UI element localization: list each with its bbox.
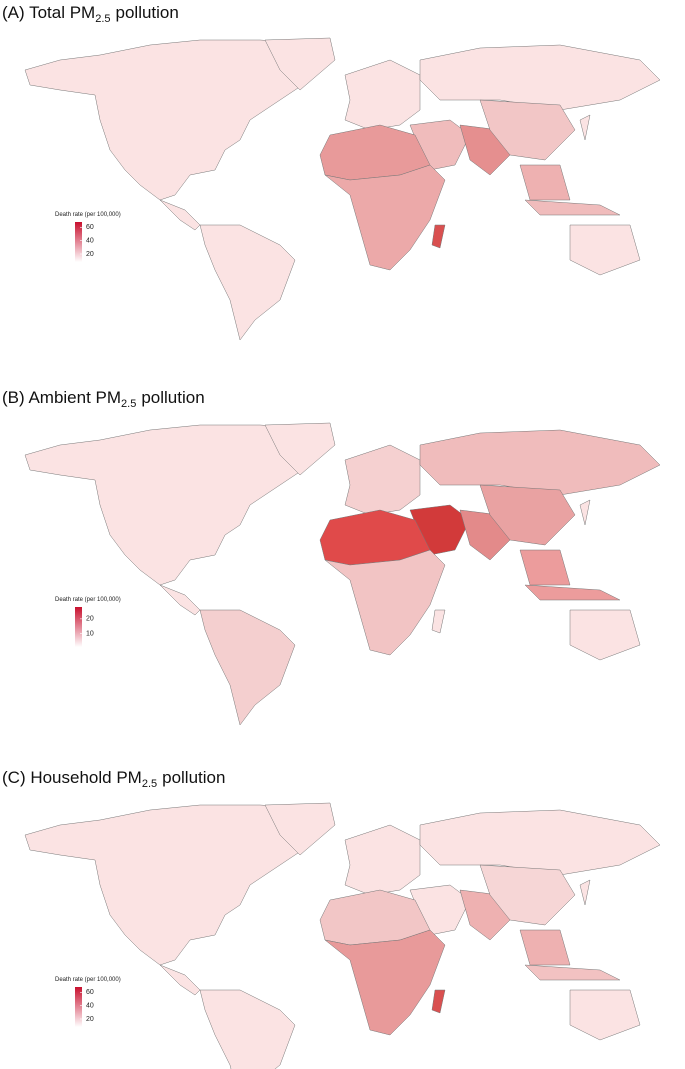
country-region xyxy=(159,584,201,616)
map-panel: (C) Household PM2.5 pollution Death rate (… xyxy=(2,768,661,1069)
title-prefix: (A) Total PM xyxy=(2,3,95,22)
legend-tick-label: 20 xyxy=(86,1016,94,1023)
title-suffix: pollution xyxy=(162,768,225,787)
legend-colorbar xyxy=(75,607,82,647)
country-region xyxy=(24,804,331,966)
legend-title: Death rate (per 100,000) xyxy=(55,597,121,603)
country-region xyxy=(324,164,446,271)
country-region xyxy=(519,929,571,966)
panel-title: (C) Household PM2.5 pollution xyxy=(2,768,225,790)
country-region xyxy=(579,499,591,526)
legend-colorbar xyxy=(75,987,82,1027)
panel-title: (B) Ambient PM2.5 pollution xyxy=(2,388,205,410)
legend-tick-label: 10 xyxy=(86,631,94,638)
legend-tick-label: 20 xyxy=(86,616,94,623)
country-region xyxy=(419,44,661,111)
title-prefix: (C) Household PM xyxy=(2,768,142,787)
country-region xyxy=(479,864,576,926)
legend-title: Death rate (per 100,000) xyxy=(55,977,121,983)
country-region xyxy=(264,422,336,476)
country-region xyxy=(264,802,336,856)
country-region xyxy=(324,929,446,1036)
country-region xyxy=(431,989,446,1014)
country-region xyxy=(569,609,641,661)
country-region xyxy=(199,224,296,341)
panel-title: (A) Total PM2.5 pollution xyxy=(2,3,179,25)
title-suffix: pollution xyxy=(141,388,204,407)
country-region xyxy=(324,549,446,656)
country-region xyxy=(431,224,446,249)
country-region xyxy=(199,609,296,726)
country-region xyxy=(419,429,661,496)
map-panel: (A) Total PM2.5 pollution Death rate (per … xyxy=(2,3,661,341)
country-region xyxy=(264,37,336,91)
title-subscript: 2.5 xyxy=(142,778,157,790)
title-suffix: pollution xyxy=(116,3,179,22)
country-region xyxy=(199,989,296,1069)
legend-title: Death rate (per 100,000) xyxy=(55,212,121,218)
country-region xyxy=(159,199,201,231)
title-subscript: 2.5 xyxy=(121,398,136,410)
legend-tick-label: 20 xyxy=(86,251,94,258)
country-region xyxy=(24,39,331,201)
legend-tick-label: 60 xyxy=(86,989,94,996)
country-region xyxy=(431,609,446,634)
country-region xyxy=(524,964,621,981)
legend-tick-label: 60 xyxy=(86,224,94,231)
country-region xyxy=(344,824,421,896)
world-map xyxy=(24,37,661,341)
country-region xyxy=(519,164,571,201)
country-region xyxy=(579,114,591,141)
legend-colorbar xyxy=(75,222,82,262)
country-region xyxy=(344,444,421,516)
country-region xyxy=(524,584,621,601)
country-region xyxy=(519,549,571,586)
country-region xyxy=(24,424,331,586)
country-region xyxy=(344,59,421,131)
legend-tick-label: 40 xyxy=(86,238,94,245)
title-prefix: (B) Ambient PM xyxy=(2,388,121,407)
world-map xyxy=(24,422,661,726)
country-region xyxy=(569,989,641,1041)
country-region xyxy=(159,964,201,996)
country-region xyxy=(524,199,621,216)
country-region xyxy=(579,879,591,906)
legend-tick-label: 40 xyxy=(86,1003,94,1010)
country-region xyxy=(479,484,576,546)
country-region xyxy=(419,809,661,876)
map-panel: (B) Ambient PM2.5 pollution Death rate (pe… xyxy=(2,388,661,726)
world-map xyxy=(24,802,661,1069)
country-region xyxy=(479,99,576,161)
title-subscript: 2.5 xyxy=(95,13,110,25)
country-region xyxy=(569,224,641,276)
